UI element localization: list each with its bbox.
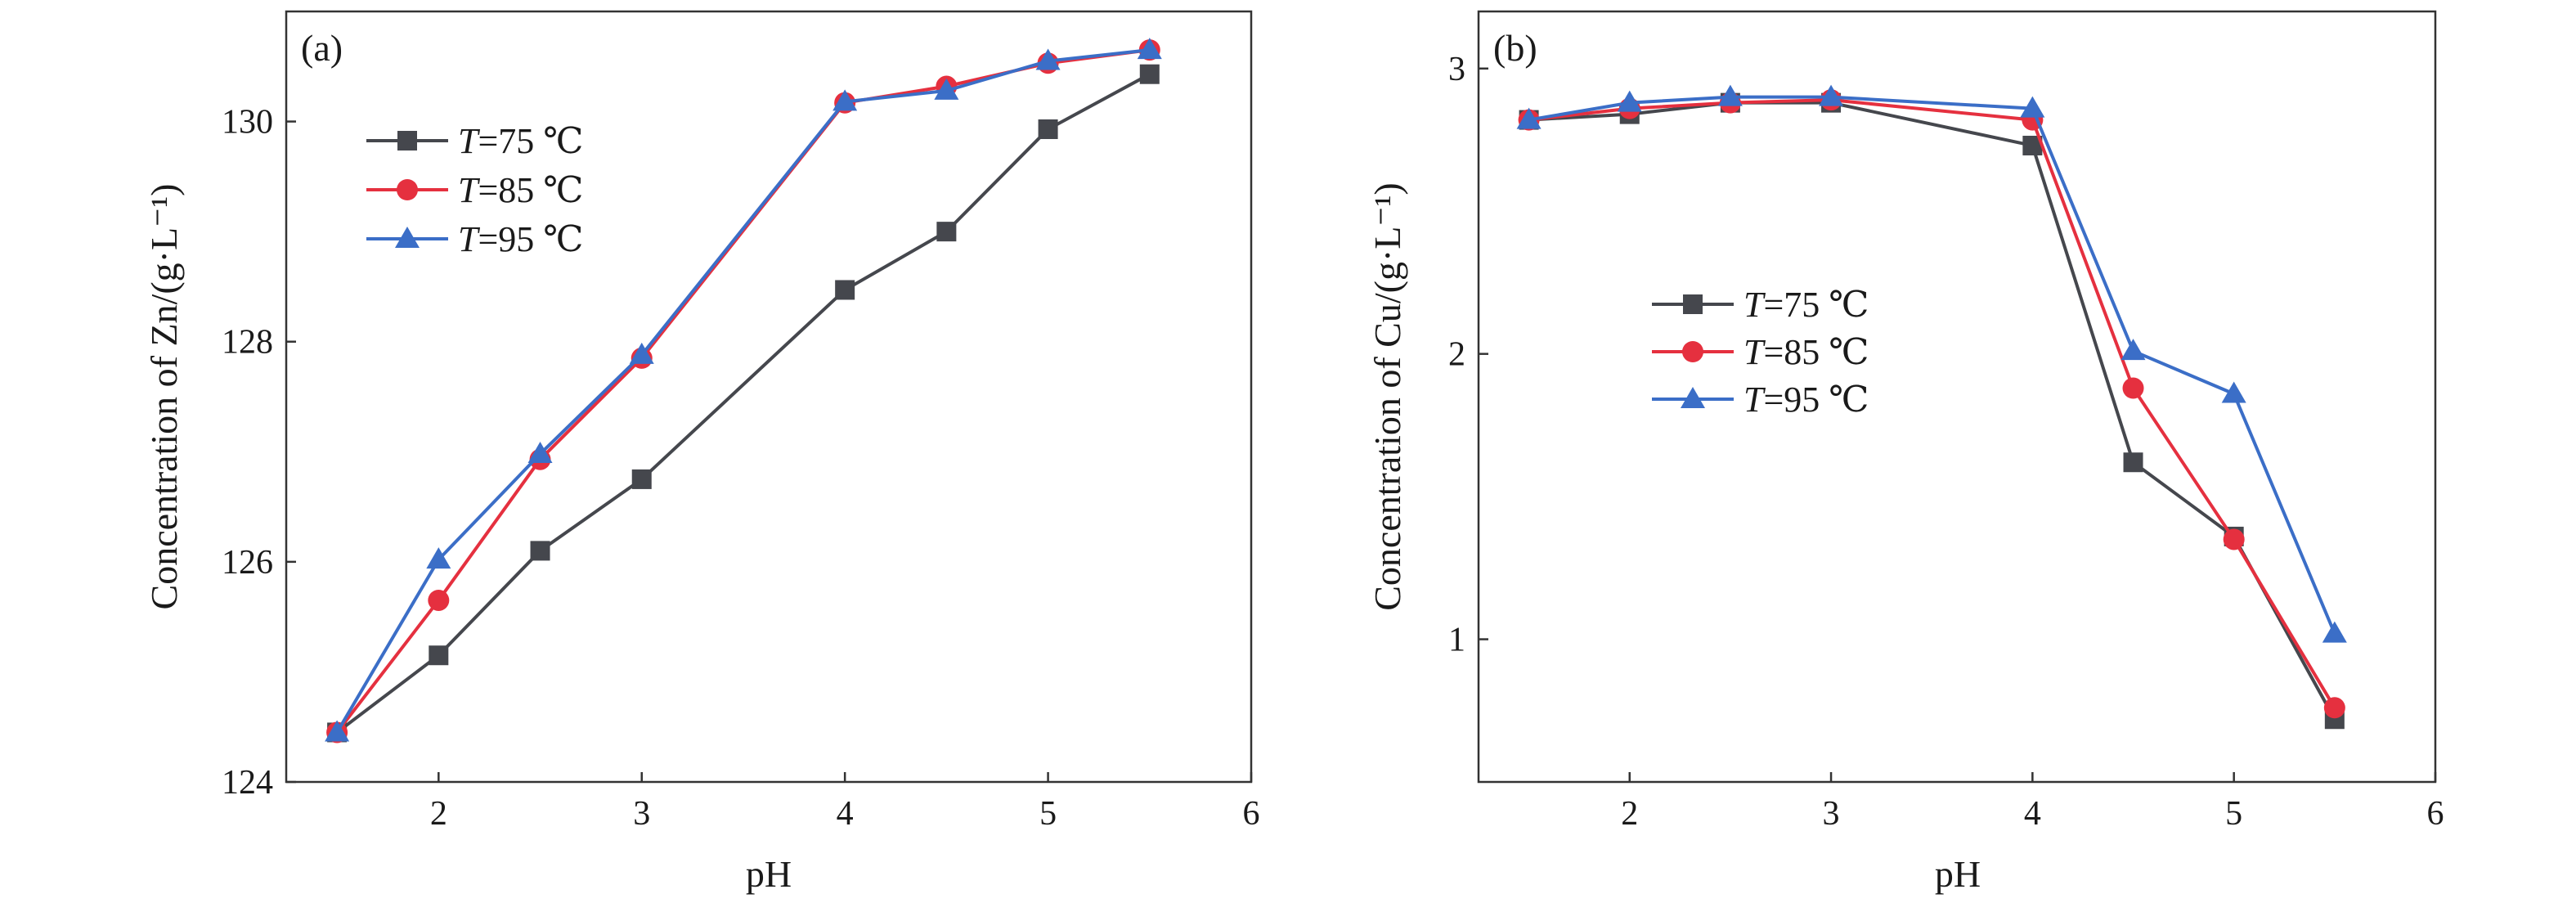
panel-b-series-2-point-1 [1617,90,1642,112]
panel-a-x-tick-label-3: 5 [1039,795,1057,833]
panel-a-legend-marker-1 [397,179,418,200]
panel-b-series-1-point-5 [2122,377,2144,399]
panel-a-y-axis-title: Concentration of Zn/(g·L⁻¹) [143,184,185,610]
panel-b-y-axis-title: Concentration of Cu/(g·L⁻¹) [1367,182,1408,611]
panel-a-plot-frame [285,10,1253,784]
panel-b-ticks: 2 3 4 5 6 1 2 3 [1448,51,2444,833]
panel-a-label: (a) [301,27,343,69]
panel-b-legend-label-2: T=95 ℃ [1744,380,1869,420]
panel-b-label: (b) [1493,27,1537,69]
panel-a-series-0-point-7 [1139,64,1160,84]
panel-b-series-0-line [1528,101,2336,721]
panel-b-series-2-line [1528,95,2336,635]
panel-a-series-0-point-2 [530,541,550,561]
panel-b-legend-marker-1 [1682,341,1703,362]
panel-b-series-2-point-0 [1516,107,1542,129]
panel-a-x-tick-label-2: 4 [837,795,854,833]
panel-a-x-tick-label-1: 3 [633,795,650,833]
panel-b-x-tick-label-4: 6 [2427,795,2444,833]
panel-b-y-tick-label-0: 1 [1448,622,1465,659]
panel-a-series-0-point-4 [835,280,855,300]
panel-a-legend-label-1: T=85 ℃ [458,170,584,210]
panel-a-series-0-point-5 [936,222,957,242]
panel-a-legend-marker-0 [397,131,417,150]
panel-a-series-2-point-3 [629,342,654,364]
panel-b-series-1-point-6 [2223,528,2245,550]
panel-a-legend-label-2: T=95 ℃ [458,219,584,259]
panel-b-series-2-point-2 [1717,84,1743,106]
panel-a-series-2-point-0 [325,720,350,742]
panel-a-x-tick-label-0: 2 [430,795,447,833]
panel-a-x-axis-title: pH [746,853,792,895]
panel-b-x-tick-label-2: 4 [2024,795,2041,833]
panel-a-series [325,38,1162,744]
panel-a-series-2-point-6 [1035,48,1061,70]
panel-b-plot-frame [1477,10,2437,784]
panel-a-y-tick-label-1: 126 [222,544,273,582]
panel-a-series-2-point-7 [1137,38,1162,60]
panel-b-legend-marker-0 [1683,294,1703,314]
panel-a-ticks: 2 3 4 5 6 124 126 128 130 [222,104,1260,833]
panel-a-legend: T=75 ℃ T=85 ℃ T=95 ℃ [366,121,584,259]
panel-a-y-tick-label-0: 124 [222,764,273,802]
panel-a-legend-marker-2 [395,227,420,248]
panel-b-series-1-line [1528,98,2336,709]
panel-a-series-0-point-6 [1038,119,1058,139]
panel-b-x-axis-title: pH [1935,853,1981,895]
panel-a-series-2-point-4 [832,89,858,111]
panel-b-y-tick-label-1: 2 [1448,336,1465,374]
panel-b-series-2-point-7 [2322,621,2347,643]
panel-a-series-1-point-1 [428,589,450,611]
panel-b-series-2-point-6 [2221,381,2246,403]
panel-b-series-2-point-3 [1819,84,1844,106]
panel-b-legend-marker-2 [1681,387,1705,408]
panel-b-x-tick-label-1: 3 [1823,795,1840,833]
panel-a-series-0-point-1 [429,645,449,666]
panel-b-legend-label-1: T=85 ℃ [1744,332,1869,372]
panel-b-series-2-point-4 [2020,96,2045,118]
panel-b-series-2-point-5 [2120,339,2146,361]
panel-a-x-tick-label-4: 6 [1243,795,1260,833]
panel-b-x-tick-label-3: 5 [2225,795,2242,833]
panel-b-y-tick-label-2: 3 [1448,51,1465,88]
panel-b: (b) pH Concentration of Cu/(g·L⁻¹) 2 3 4 5 6… [1367,10,2444,895]
panel-b-series [1516,84,2347,730]
panel-a-series-2-line [335,48,1151,734]
panel-a-series-2-point-5 [934,78,959,100]
panel-b-legend: T=75 ℃ T=85 ℃ T=95 ℃ [1652,285,1869,420]
panel-a-y-tick-label-2: 128 [222,324,273,362]
panel-b-series-0-point-5 [2123,452,2143,473]
panel-b-series-1-point-7 [2323,697,2345,719]
panel-a-legend-label-0: T=75 ℃ [458,121,584,161]
panel-a-series-2-point-2 [527,441,553,463]
panel-a-y-tick-label-3: 130 [222,104,273,142]
panel-a-series-2-point-1 [426,547,451,569]
panel-a-series-0-line [335,72,1151,735]
panel-a-series-0-point-3 [631,469,652,489]
panel-a: (a) pH Concentration of Zn/(g·L⁻¹) 2 3 4 5 6… [143,10,1260,895]
panel-b-x-tick-label-0: 2 [1621,795,1638,833]
panel-b-legend-label-0: T=75 ℃ [1744,285,1869,325]
